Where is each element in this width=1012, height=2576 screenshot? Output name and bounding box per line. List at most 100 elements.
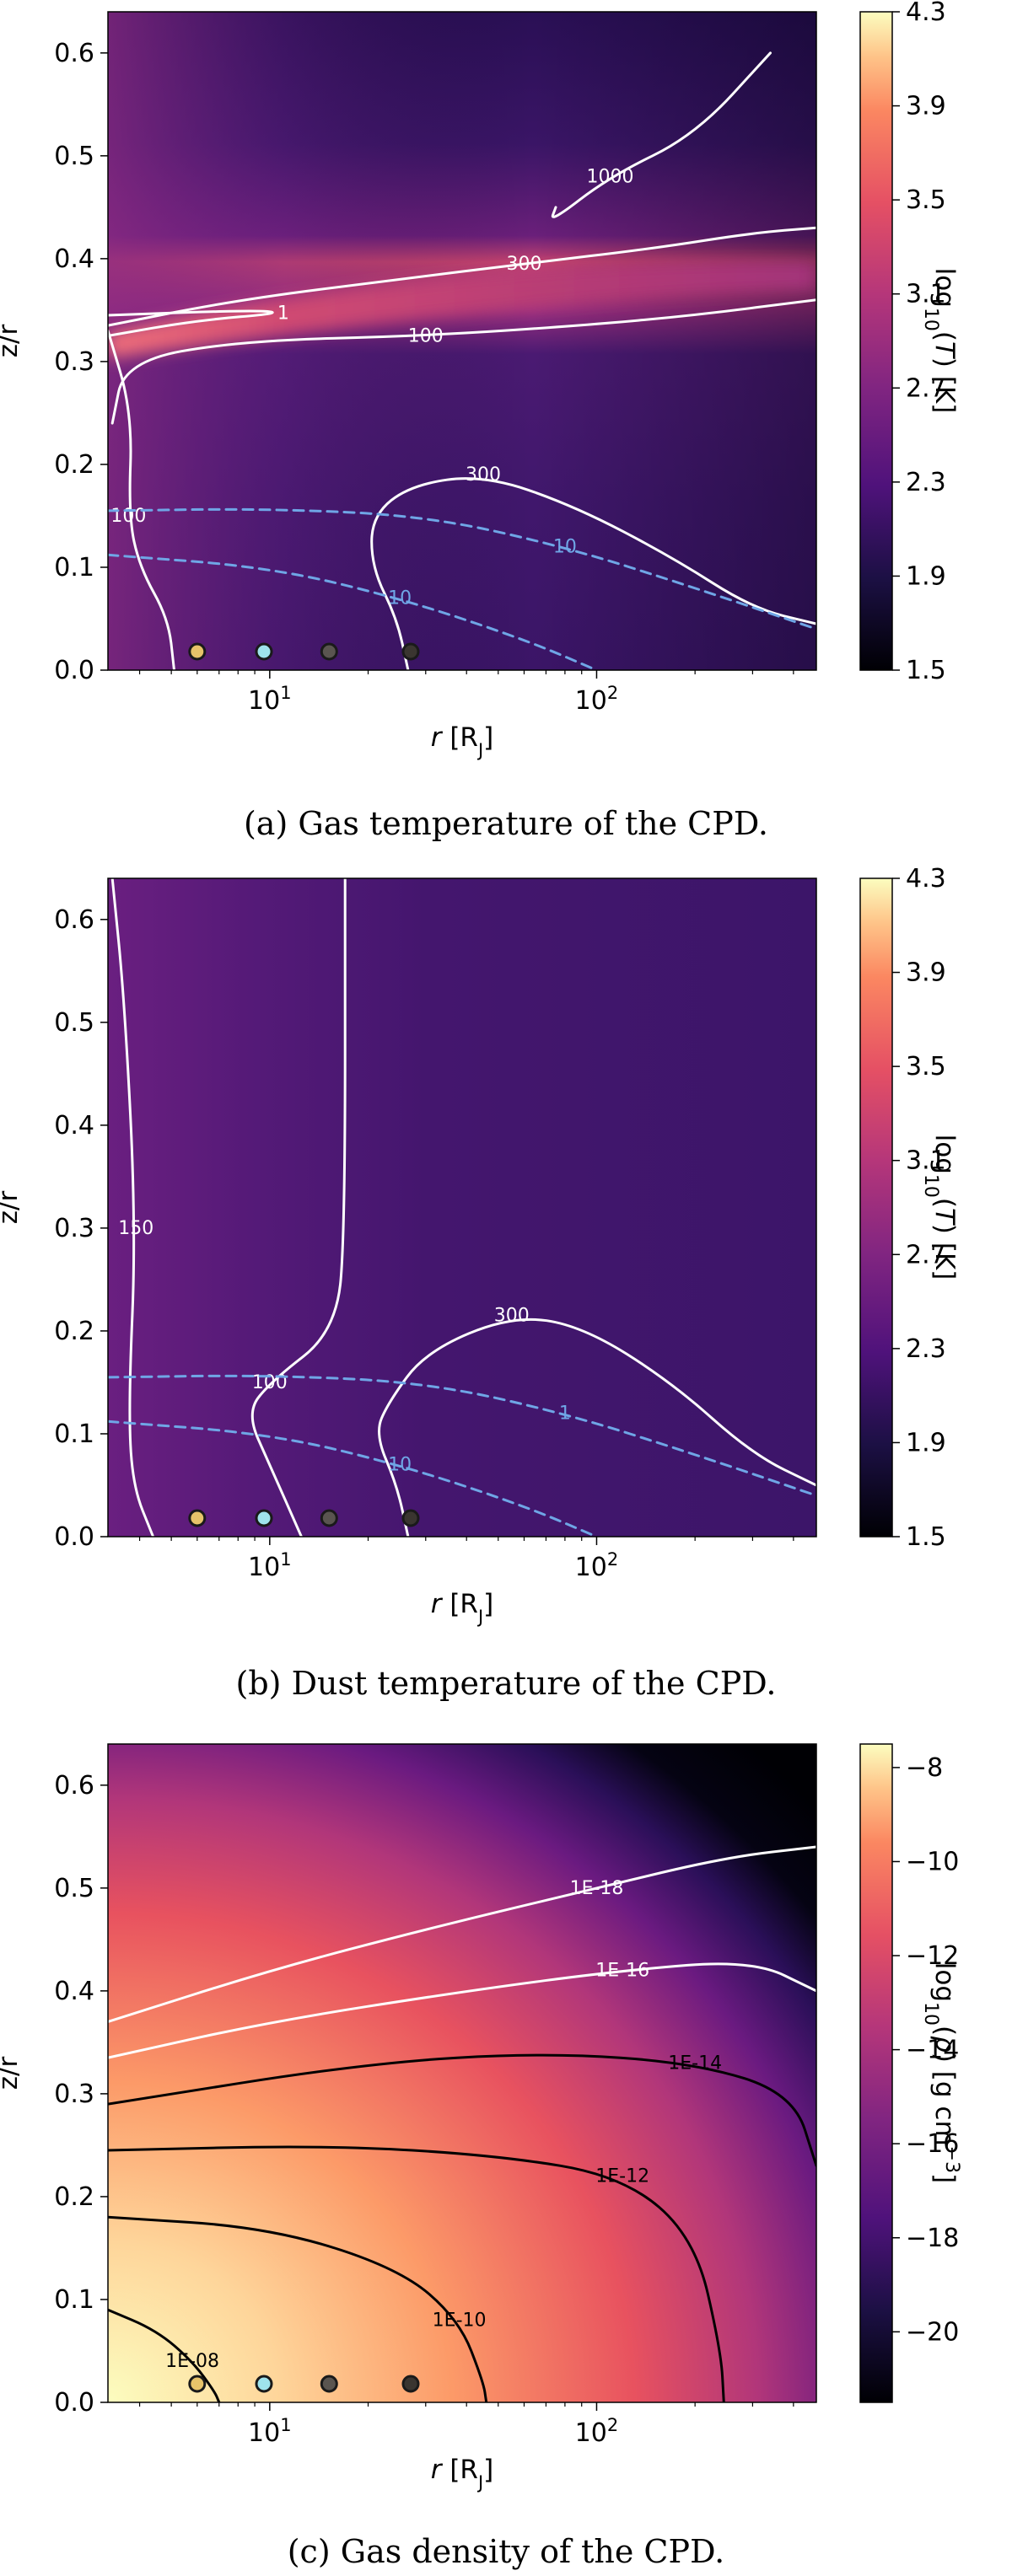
panel-c-contour-1e-12: [108, 2145, 725, 2402]
panel-b-contour-10: [108, 1419, 598, 1537]
panel-b-contour-300: [110, 878, 155, 1537]
panel-b-contour-150: [250, 878, 347, 1537]
panel-a-marker-1: [188, 642, 207, 661]
panel-a-xtick-label: 101: [248, 683, 292, 716]
panel-a-contour-label: 300: [507, 254, 542, 275]
panel-a-contour-label: 1: [277, 303, 289, 325]
panel-c-colorbar-tick-label: −10: [906, 1847, 959, 1876]
panel-b-colorbar-tick-label: 2.7: [906, 1240, 946, 1269]
panel-a-colorbar-tick-label: 2.7: [906, 373, 946, 403]
panel-a-contour-100: [551, 51, 772, 218]
panel-a-contour-1: [108, 507, 816, 631]
panel-a-ytick-label: 0.4: [54, 244, 94, 274]
panel-b-colorbar-tick-label: 3.9: [906, 958, 946, 988]
panel-a-contour-10: [108, 553, 598, 670]
panel-c-contour-label: 1E-16: [595, 1961, 649, 1982]
panel-c-contour-1e-10: [108, 2215, 488, 2402]
panel-c-frame: [107, 1743, 817, 2403]
panel-b-xlabel: r [RJ]: [431, 1589, 494, 1627]
panel-a-colorbar-tick-label: 3.5: [906, 185, 946, 215]
panel-a: 100 300 1000 300 100 1 10 10 0.0 0.1 0.2 0.3 0.4 0.5…: [0, 0, 960, 842]
panel-b-colorbar-tick-label: 4.3: [906, 864, 946, 894]
panel-c-marker-3: [320, 2375, 338, 2393]
panel-a-contour-label: 10: [388, 588, 412, 609]
panel-a-contour-label: 1000: [587, 166, 634, 187]
panel-a-heatmap: 100 300 1000 300 100 1 10 10: [108, 12, 816, 670]
panel-c-colorbar-tick-label: −8: [906, 1753, 943, 1783]
panel-b-contour-1: [108, 1374, 816, 1497]
panel-a-ytick-label: 0.5: [54, 142, 94, 171]
panel-a-caption: (a) Gas temperature of the CPD.: [244, 805, 768, 842]
panel-a-contour-label: 300: [466, 464, 501, 486]
panel-b-colorbar-tick-label: 2.3: [906, 1334, 946, 1364]
panel-b-colorbar-tick-label: 1.9: [906, 1428, 946, 1457]
panel-b-ytick-label: 0.4: [54, 1111, 94, 1140]
panel-c-ytick-label: 0.4: [54, 1977, 94, 2006]
panel-b-xtick-label: 102: [575, 1549, 619, 1582]
panel-a-ytick-label: 0.2: [54, 450, 94, 480]
panel-c: 1E-18 1E-16 1E-14 1E-12 1E-10 1E-08 0.0 0.1 0.2…: [0, 1743, 963, 2570]
panel-c-colorbar-tick-label: −12: [906, 1941, 959, 1971]
panel-b-contour-label: 10: [388, 1455, 412, 1476]
panel-b-xtick-label: 101: [248, 1549, 292, 1582]
panel-c-ytick-label: 0.1: [54, 2285, 94, 2315]
panel-b-colorbar-tick-label: 1.5: [906, 1522, 946, 1552]
panel-a-contour-label: 100: [408, 325, 444, 346]
panel-c-xtick-label: 102: [575, 2415, 619, 2448]
panel-c-colorbar-tick-label: −20: [906, 2317, 959, 2347]
panel-a-contour-label: 10: [553, 537, 577, 558]
panel-b-colorbar-tick-label: 3.5: [906, 1052, 946, 1081]
panel-a-contour-100: [108, 329, 175, 670]
panel-a-colorbar-tick-label: 3.1: [906, 280, 946, 309]
panel-a-ytick-label: 0.0: [54, 656, 94, 685]
panel-a-marker-2: [255, 642, 273, 661]
panel-b-colorbar-label: log10(T) [K]: [921, 1135, 961, 1280]
panel-c-colorbar-tick-label: −16: [906, 2129, 959, 2159]
panel-c-ylabel: z/r: [0, 2057, 24, 2090]
panel-c-ytick-label: 0.2: [54, 2182, 94, 2212]
panel-c-contour-1e-14: [108, 2053, 816, 2167]
panel-c-contour-label: 1E-08: [165, 2351, 219, 2372]
panel-c-contour-label: 1E-10: [433, 2310, 487, 2331]
panel-a-colorbar-tick-label: 2.3: [906, 468, 946, 497]
panel-c-xtick-label: 101: [248, 2415, 292, 2448]
panel-a-colorbar-label: log10(T) [K]: [921, 268, 961, 414]
panel-b-marker-2: [255, 1509, 273, 1527]
panel-a-colorbar-tick-label: 1.9: [906, 561, 946, 591]
panel-a-frame: [107, 11, 817, 671]
panel-c-ytick-label: 0.0: [54, 2388, 94, 2418]
panel-a-ylabel: z/r: [0, 325, 24, 358]
panel-c-contour-1e-08: [108, 2308, 221, 2402]
panel-b-ytick-label: 0.0: [54, 1522, 94, 1552]
panel-a-ytick-label: 0.6: [54, 39, 94, 68]
panel-c-contour-label: 1E-12: [595, 2166, 649, 2187]
panel-b-contour-100: [378, 1318, 816, 1537]
panel-c-marker-1: [188, 2375, 207, 2393]
panel-c-contour-1e-18: [108, 1845, 816, 2023]
panel-c-contour-label: 1E-18: [570, 1878, 624, 1899]
panel-a-colorbar: [859, 11, 893, 671]
panel-b-contour-label: 1: [559, 1403, 571, 1425]
panel-c-marker-2: [255, 2375, 273, 2393]
panel-b-marker-4: [401, 1509, 420, 1527]
panel-a-ytick-label: 0.3: [54, 347, 94, 377]
panel-b-ytick-label: 0.6: [54, 905, 94, 935]
panel-a-contour-100: [370, 477, 816, 670]
panel-c-marker-4: [401, 2375, 420, 2393]
panel-c-heatmap: 1E-18 1E-16 1E-14 1E-12 1E-10 1E-08: [108, 1744, 816, 2402]
panel-c-colorbar-label: log10(ρ) [g cm−3]: [921, 1962, 963, 2183]
panel-c-contour-label: 1E-14: [668, 2053, 722, 2074]
panel-c-colorbar-tick-label: −14: [906, 2036, 959, 2065]
panel-a-xlabel: r [RJ]: [431, 722, 494, 760]
panel-b-contour-label: 300: [494, 1306, 530, 1327]
panel-a-colorbar-tick-label: 1.5: [906, 656, 946, 685]
panel-a-contour-1000: [108, 309, 274, 337]
panel-a-marker-3: [320, 642, 338, 661]
panel-a-xtick-label: 102: [575, 683, 619, 716]
panel-b-contour-label: 150: [118, 1218, 153, 1239]
panel-b-colorbar-tick-label: 3.1: [906, 1146, 946, 1176]
panel-a-ytick-label: 0.1: [54, 553, 94, 582]
panel-a-colorbar-tick-label: 3.9: [906, 92, 946, 121]
panel-b-frame: [107, 877, 817, 1538]
